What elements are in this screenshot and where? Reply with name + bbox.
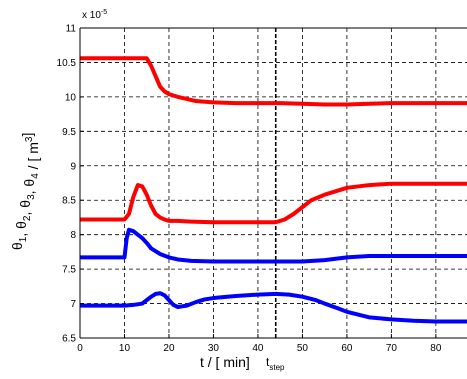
- series-line-2: [80, 181, 467, 225]
- y-axis-label: θ1, θ2, θ3, θ4 / [ m3]: [9, 133, 41, 250]
- y-tick-label: 7.5: [62, 265, 76, 276]
- series-line-3: [80, 227, 467, 264]
- y-tick-label: 10.5: [57, 58, 77, 69]
- x-tick-label: 70: [386, 343, 398, 354]
- frame: [79, 27, 467, 339]
- y-tick-label: 9.5: [62, 127, 76, 138]
- y-tick-label: 9: [70, 161, 76, 172]
- x-tick-label: 10: [119, 343, 131, 354]
- y-tick-label: 6.5: [62, 334, 76, 345]
- x-tick-label: 50: [297, 343, 309, 354]
- series-group: [80, 56, 467, 324]
- y-tick-label: 7: [70, 299, 76, 310]
- y-tick-label: 8: [70, 230, 76, 241]
- x-tick-label: 0: [77, 343, 83, 354]
- x-tick-label: 30: [208, 343, 220, 354]
- vline-label: tstep: [266, 355, 285, 372]
- x-axis-label: t / [ min]: [200, 354, 250, 370]
- y-tick-label: 11: [66, 24, 77, 35]
- series-line-1: [80, 56, 467, 107]
- y-tick-label: 8.5: [62, 196, 76, 207]
- grid: [80, 28, 467, 338]
- x-ticks: 0 10 20 30 40 50 60 70 80: [77, 334, 442, 354]
- series-line-4: [80, 291, 467, 324]
- y-tick-label: 10: [65, 92, 77, 103]
- x-tick-label: 20: [163, 343, 175, 354]
- x-tick-label: 60: [341, 343, 353, 354]
- x-tick-label: 40: [252, 343, 264, 354]
- y-exponent-label: x 10-5: [82, 9, 107, 21]
- x-tick-label: 80: [430, 343, 442, 354]
- y-ticks: 6.5 7 7.5 8 8.5 9 9.5 10 10.5 11: [57, 24, 84, 345]
